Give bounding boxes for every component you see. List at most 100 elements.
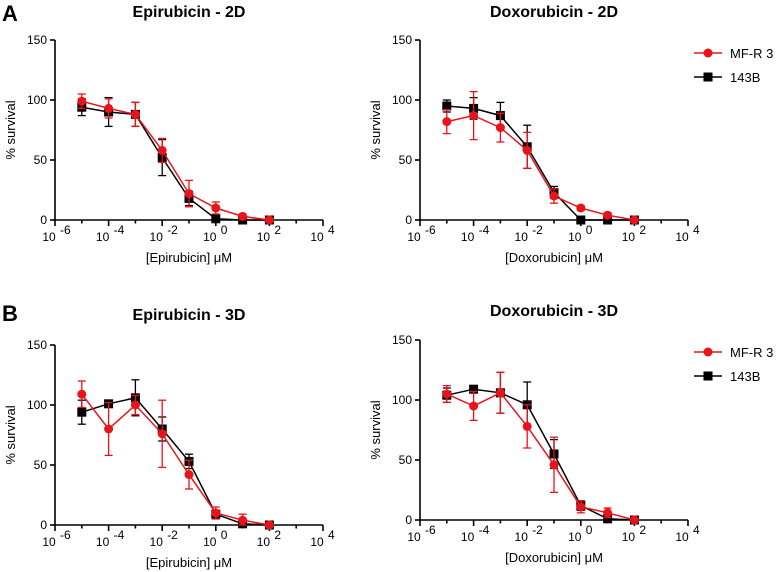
x-tick-exponent: 0 — [586, 523, 593, 537]
x-tick-label: 10 — [203, 230, 217, 244]
chart-title: Doxorubicin - 2D — [490, 4, 618, 21]
y-tick-label: 0 — [40, 518, 47, 532]
series-line — [446, 391, 635, 521]
series-mf-r-3 — [77, 380, 274, 530]
data-point — [442, 101, 452, 111]
series-line — [81, 393, 270, 526]
y-tick-label: 0 — [405, 213, 412, 227]
data-point — [184, 189, 194, 199]
x-tick-label: 10 — [461, 530, 475, 544]
data-point — [603, 508, 613, 518]
data-point — [238, 211, 248, 221]
y-tick-label: 50 — [399, 153, 413, 167]
y-tick-label: 100 — [27, 398, 47, 412]
legend-marker — [703, 48, 713, 58]
data-point — [495, 123, 505, 133]
series-mf-r-3 — [442, 90, 639, 225]
y-tick-label: 0 — [40, 213, 47, 227]
x-tick-label: 10 — [257, 535, 271, 549]
panel-letter-a: A — [2, 1, 18, 26]
x-tick-label: 10 — [42, 230, 56, 244]
data-point — [603, 215, 613, 225]
legend-marker — [703, 347, 713, 357]
x-tick-exponent: 4 — [328, 223, 335, 237]
chart-title: Epirubicin - 3D — [133, 307, 246, 324]
y-tick-label: 50 — [399, 453, 413, 467]
series-143b — [442, 371, 639, 525]
x-tick-label: 10 — [675, 530, 689, 544]
x-tick-label: 10 — [310, 535, 324, 549]
x-tick-exponent: 4 — [693, 523, 700, 537]
x-tick-label: 10 — [96, 230, 110, 244]
data-point — [157, 145, 167, 155]
x-tick-exponent: 4 — [328, 528, 335, 542]
x-tick-label: 10 — [96, 535, 110, 549]
x-tick-label: 10 — [568, 530, 582, 544]
chart-title: Doxorubicin - 3D — [490, 303, 618, 320]
x-tick-exponent: 2 — [639, 223, 646, 237]
data-point — [549, 460, 559, 470]
legend: MF-R 3 143B — [694, 345, 773, 384]
legend-label: MF-R 3 — [730, 46, 773, 61]
x-tick-label: 10 — [310, 230, 324, 244]
data-point — [211, 508, 221, 518]
x-tick-exponent: -6 — [425, 223, 436, 237]
y-axis-label: % survival — [3, 405, 18, 464]
data-point — [130, 109, 140, 119]
series-mf-r-3 — [77, 93, 274, 225]
data-point — [576, 215, 586, 225]
data-point — [442, 117, 452, 127]
x-tick-label: 10 — [42, 535, 56, 549]
x-tick-label: 10 — [407, 530, 421, 544]
y-tick-label: 100 — [392, 393, 412, 407]
legend: MF-R 3 143B — [694, 46, 773, 85]
x-tick-exponent: -2 — [532, 523, 543, 537]
y-axis-label: % survival — [3, 100, 18, 159]
data-point — [104, 424, 114, 434]
x-tick-exponent: -6 — [425, 523, 436, 537]
x-tick-exponent: 2 — [274, 528, 281, 542]
x-tick-label: 10 — [622, 530, 636, 544]
x-tick-exponent: -2 — [167, 528, 178, 542]
data-point — [77, 389, 87, 399]
data-point — [157, 429, 167, 439]
x-tick-label: 10 — [150, 230, 164, 244]
data-point — [629, 515, 639, 525]
data-point — [130, 400, 140, 410]
x-tick-exponent: -4 — [479, 523, 490, 537]
y-tick-label: 150 — [392, 33, 412, 47]
x-tick-exponent: -2 — [532, 223, 543, 237]
x-tick-exponent: -2 — [167, 223, 178, 237]
legend-label: MF-R 3 — [730, 345, 773, 360]
data-point — [576, 203, 586, 213]
series-line — [81, 396, 270, 526]
x-tick-exponent: -6 — [60, 223, 71, 237]
data-point — [211, 203, 221, 213]
panel-letter-b: B — [2, 301, 18, 326]
x-tick-exponent: -4 — [114, 223, 125, 237]
data-point — [603, 514, 613, 524]
x-tick-label: 10 — [203, 535, 217, 549]
data-point — [264, 215, 274, 225]
legend-label: 143B — [730, 369, 760, 384]
x-tick-exponent: 4 — [693, 223, 700, 237]
y-tick-label: 0 — [405, 513, 412, 527]
series-line — [81, 100, 270, 221]
y-tick-label: 100 — [392, 93, 412, 107]
x-tick-exponent: 0 — [586, 223, 593, 237]
x-tick-exponent: 0 — [221, 528, 228, 542]
chart-title: Epirubicin - 2D — [133, 4, 246, 21]
data-point — [549, 191, 559, 201]
y-axis-label: % survival — [368, 100, 383, 159]
y-tick-label: 50 — [34, 458, 48, 472]
y-tick-label: 100 — [27, 93, 47, 107]
legend-marker — [703, 371, 713, 381]
data-point — [184, 470, 194, 480]
y-tick-label: 50 — [34, 153, 48, 167]
x-tick-label: 10 — [515, 230, 529, 244]
